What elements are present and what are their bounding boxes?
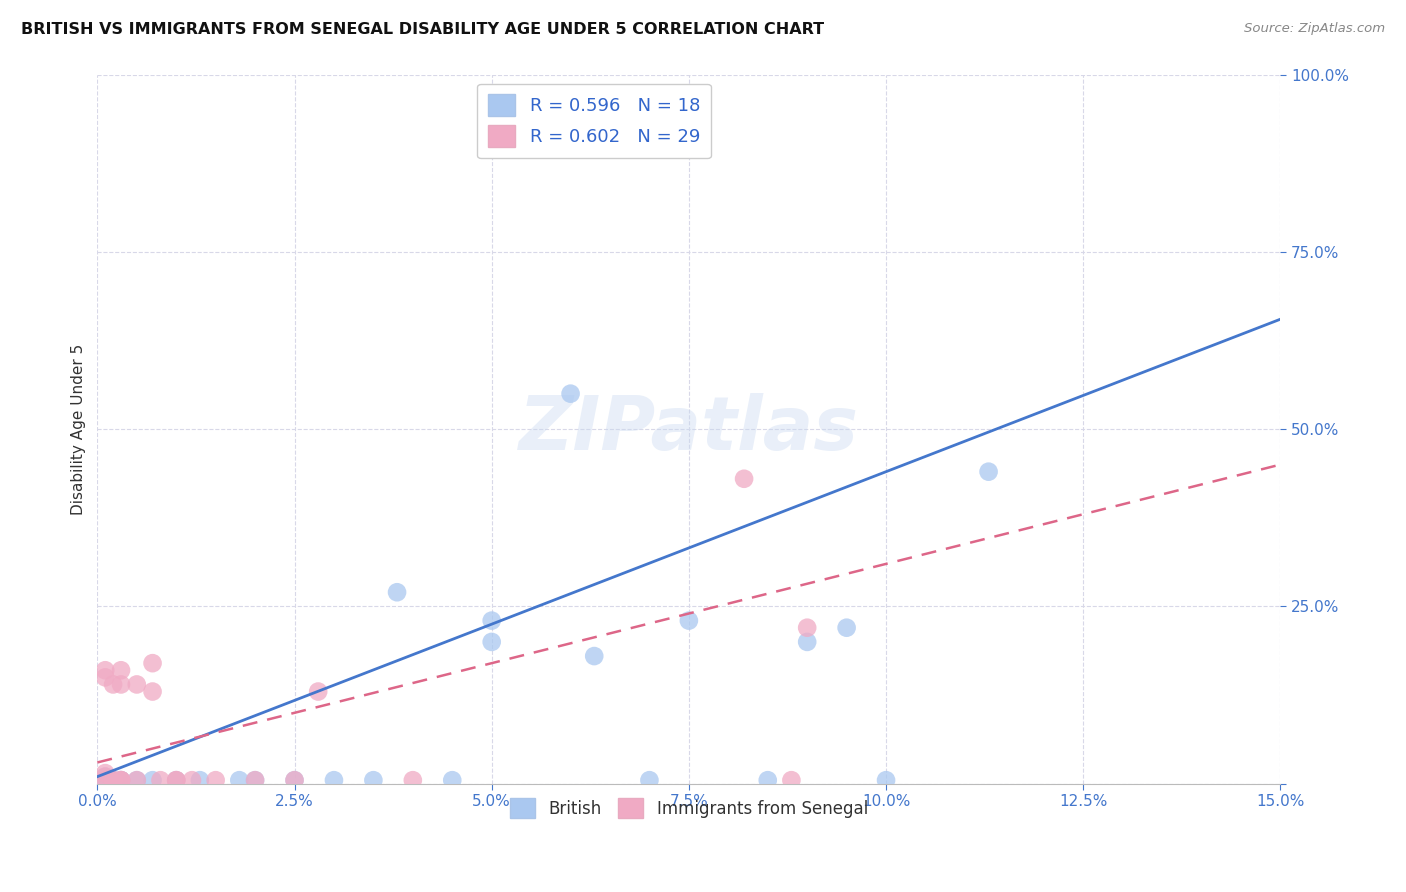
Point	[181, 773, 204, 788]
Point	[481, 635, 503, 649]
Point	[165, 773, 187, 788]
Point	[385, 585, 408, 599]
Point	[142, 773, 165, 788]
Point	[835, 621, 858, 635]
Point	[125, 677, 148, 691]
Point	[94, 770, 117, 784]
Point	[101, 773, 124, 788]
Point	[307, 684, 329, 698]
Point	[110, 773, 132, 788]
Point	[188, 773, 211, 788]
Point	[94, 663, 117, 677]
Point	[638, 773, 661, 788]
Point	[110, 773, 132, 788]
Point	[110, 773, 132, 788]
Point	[165, 773, 187, 788]
Point	[733, 472, 755, 486]
Point	[110, 663, 132, 677]
Point	[125, 773, 148, 788]
Point	[94, 670, 117, 684]
Point	[142, 684, 165, 698]
Point	[283, 773, 305, 788]
Point	[228, 773, 250, 788]
Point	[796, 621, 818, 635]
Point	[402, 773, 425, 788]
Point	[678, 614, 700, 628]
Legend: British, Immigrants from Senegal: British, Immigrants from Senegal	[503, 791, 875, 825]
Point	[780, 773, 803, 788]
Point	[165, 773, 187, 788]
Point	[441, 773, 464, 788]
Point	[583, 649, 606, 664]
Point	[875, 773, 897, 788]
Point	[94, 773, 117, 788]
Point	[94, 766, 117, 780]
Point	[560, 386, 582, 401]
Text: Source: ZipAtlas.com: Source: ZipAtlas.com	[1244, 22, 1385, 36]
Point	[101, 677, 124, 691]
Text: BRITISH VS IMMIGRANTS FROM SENEGAL DISABILITY AGE UNDER 5 CORRELATION CHART: BRITISH VS IMMIGRANTS FROM SENEGAL DISAB…	[21, 22, 824, 37]
Point	[243, 773, 266, 788]
Point	[481, 614, 503, 628]
Point	[756, 773, 779, 788]
Point	[125, 773, 148, 788]
Point	[142, 656, 165, 670]
Point	[101, 773, 124, 788]
Point	[94, 773, 117, 788]
Point	[323, 773, 346, 788]
Point	[796, 635, 818, 649]
Point	[243, 773, 266, 788]
Point	[149, 773, 172, 788]
Point	[977, 465, 1000, 479]
Point	[110, 773, 132, 788]
Text: ZIPatlas: ZIPatlas	[519, 392, 859, 466]
Y-axis label: Disability Age Under 5: Disability Age Under 5	[72, 343, 86, 515]
Point	[101, 773, 124, 788]
Point	[110, 677, 132, 691]
Point	[101, 773, 124, 788]
Point	[204, 773, 226, 788]
Point	[283, 773, 305, 788]
Point	[94, 770, 117, 784]
Point	[110, 773, 132, 788]
Point	[363, 773, 385, 788]
